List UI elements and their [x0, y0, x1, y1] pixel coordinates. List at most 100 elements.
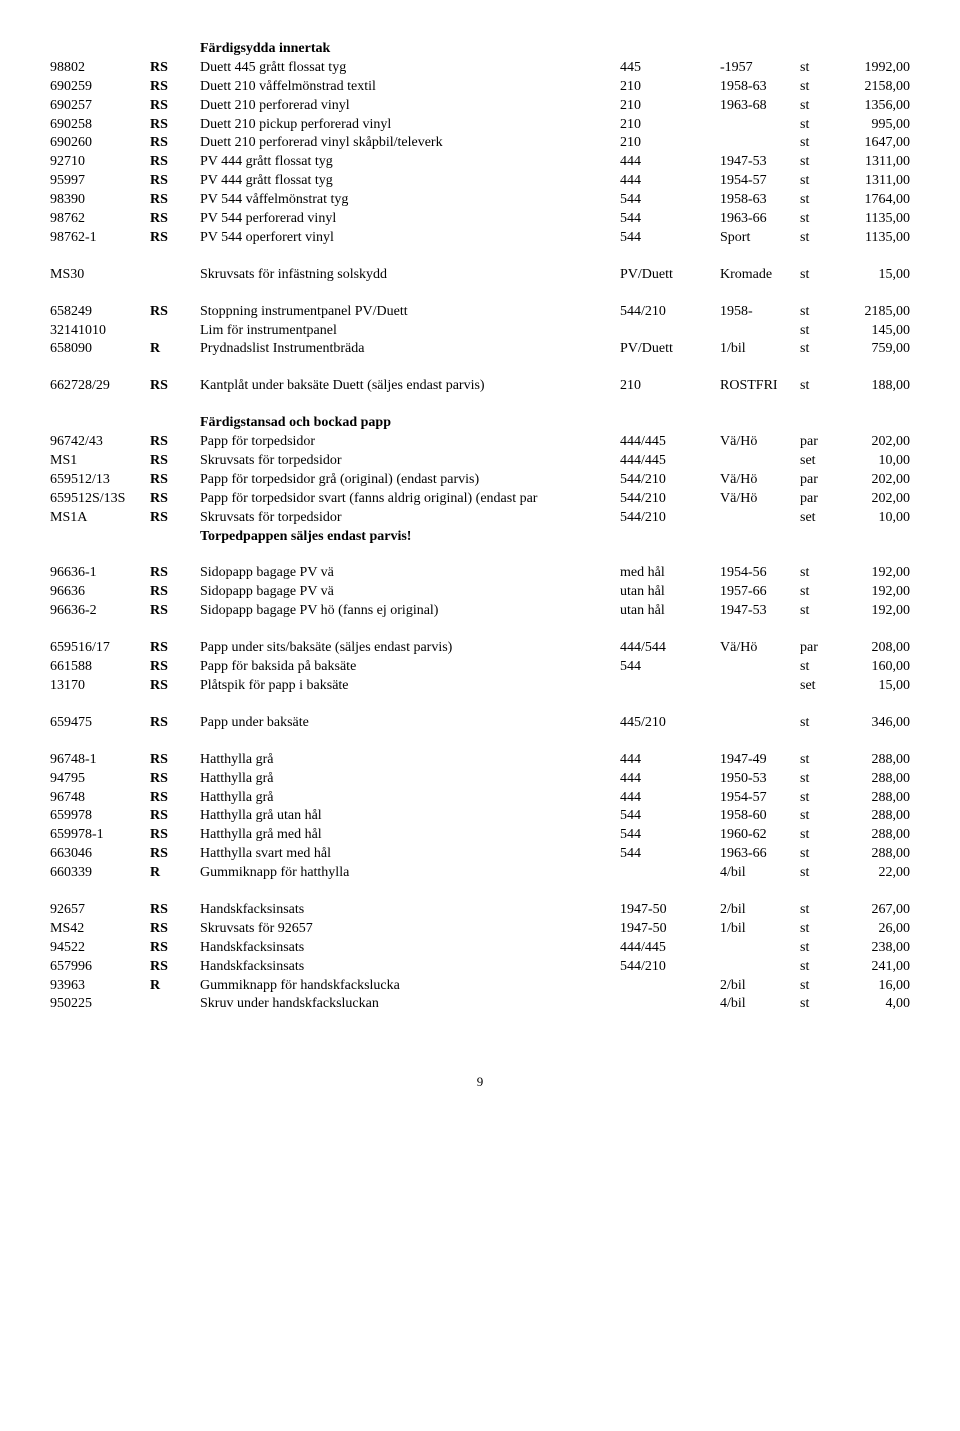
cell: 96636: [50, 583, 150, 602]
cell: 657996: [50, 958, 150, 977]
cell: RS: [150, 901, 200, 920]
cell: 210: [620, 134, 720, 153]
cell: Papp för torpedsidor svart (fanns aldrig…: [200, 490, 620, 509]
cell: [150, 266, 200, 285]
cell: 210: [620, 377, 720, 396]
cell: 659978: [50, 807, 150, 826]
table-row: 96636-2RSSidopapp bagage PV hö (fanns ej…: [50, 602, 910, 621]
cell: Lim för instrumentpanel: [200, 322, 620, 341]
cell: RS: [150, 452, 200, 471]
cell: Skruv under handskfacksluckan: [200, 995, 620, 1014]
cell: RS: [150, 377, 200, 396]
cell: st: [800, 78, 840, 97]
cell: Duett 445 grått flossat tyg: [200, 59, 620, 78]
cell: [150, 995, 200, 1014]
table-row: 13170RSPlåtspik för papp i baksäteset15,…: [50, 677, 910, 696]
table-row: 690258RSDuett 210 pickup perforerad viny…: [50, 116, 910, 135]
cell: [150, 322, 200, 341]
cell: [620, 322, 720, 341]
cell: 445: [620, 59, 720, 78]
cell: st: [800, 564, 840, 583]
cell: st: [800, 714, 840, 733]
cell: 192,00: [840, 583, 910, 602]
cell: Sidopapp bagage PV hö (fanns ej original…: [200, 602, 620, 621]
cell: 210: [620, 97, 720, 116]
cell: 1947-50: [620, 901, 720, 920]
table-row: 92710RSPV 444 grått flossat tyg4441947-5…: [50, 153, 910, 172]
cell: 1764,00: [840, 191, 910, 210]
cell: Duett 210 perforerad vinyl: [200, 97, 620, 116]
cell: 288,00: [840, 807, 910, 826]
cell: 690257: [50, 97, 150, 116]
cell: 1954-57: [720, 789, 800, 808]
cell: Papp för torpedsidor grå (original) (end…: [200, 471, 620, 490]
cell: 1/bil: [720, 920, 800, 939]
cell: MS42: [50, 920, 150, 939]
table-row: 96636RSSidopapp bagage PV väutan hål1957…: [50, 583, 910, 602]
cell: Duett 210 perforerad vinyl skåpbil/telev…: [200, 134, 620, 153]
cell: 95997: [50, 172, 150, 191]
cell: 2158,00: [840, 78, 910, 97]
cell: Skruvsats för torpedsidor: [200, 509, 620, 528]
table-row: 950225Skruv under handskfacksluckan4/bil…: [50, 995, 910, 1014]
table-row: 98390RSPV 544 våffelmönstrat tyg5441958-…: [50, 191, 910, 210]
cell: 98762: [50, 210, 150, 229]
cell: RS: [150, 845, 200, 864]
cell: [620, 864, 720, 883]
cell: 98802: [50, 59, 150, 78]
cell: 288,00: [840, 751, 910, 770]
cell: RS: [150, 471, 200, 490]
cell: 4/bil: [720, 864, 800, 883]
table-row: 690260RSDuett 210 perforerad vinyl skåpb…: [50, 134, 910, 153]
cell: RS: [150, 134, 200, 153]
cell: Sidopapp bagage PV vä: [200, 583, 620, 602]
cell: Vä/Hö: [720, 490, 800, 509]
cell: 1947-53: [720, 153, 800, 172]
cell: 267,00: [840, 901, 910, 920]
cell: Kantplåt under baksäte Duett (säljes end…: [200, 377, 620, 396]
table-row: 96636-1RSSidopapp bagage PV vämed hål195…: [50, 564, 910, 583]
cell: 94522: [50, 939, 150, 958]
cell: MS30: [50, 266, 150, 285]
cell: 659978-1: [50, 826, 150, 845]
cell: 950225: [50, 995, 150, 1014]
cell: Sidopapp bagage PV vä: [200, 564, 620, 583]
cell: st: [800, 340, 840, 359]
cell: 544/210: [620, 471, 720, 490]
cell: 444/544: [620, 639, 720, 658]
cell: st: [800, 920, 840, 939]
cell: 210: [620, 116, 720, 135]
cell: [720, 958, 800, 977]
cell: 1947-53: [720, 602, 800, 621]
cell: RS: [150, 78, 200, 97]
cell: par: [800, 490, 840, 509]
cell: PV 544 operforert vinyl: [200, 229, 620, 248]
cell: RS: [150, 229, 200, 248]
cell: 759,00: [840, 340, 910, 359]
cell: 544: [620, 826, 720, 845]
cell: 659512S/13S: [50, 490, 150, 509]
cell: Skruvsats för 92657: [200, 920, 620, 939]
cell: [620, 995, 720, 1014]
cell: 544: [620, 807, 720, 826]
cell: 98762-1: [50, 229, 150, 248]
cell: 96636-2: [50, 602, 150, 621]
table-row: 94522RSHandskfacksinsats444/445st238,00: [50, 939, 910, 958]
cell: 192,00: [840, 602, 910, 621]
cell: [620, 977, 720, 996]
table-row: MS42RSSkruvsats för 926571947-501/bilst2…: [50, 920, 910, 939]
cell: 661588: [50, 658, 150, 677]
cell: 288,00: [840, 770, 910, 789]
cell: 241,00: [840, 958, 910, 977]
cell: st: [800, 901, 840, 920]
cell: Prydnadslist Instrumentbräda: [200, 340, 620, 359]
cell: 1958-63: [720, 191, 800, 210]
cell: med hål: [620, 564, 720, 583]
cell: 544/210: [620, 509, 720, 528]
cell: 659516/17: [50, 639, 150, 658]
cell: 1950-53: [720, 770, 800, 789]
table-row: 98802RSDuett 445 grått flossat tyg445-19…: [50, 59, 910, 78]
cell: PV 544 perforerad vinyl: [200, 210, 620, 229]
cell: MS1A: [50, 509, 150, 528]
cell: 202,00: [840, 471, 910, 490]
